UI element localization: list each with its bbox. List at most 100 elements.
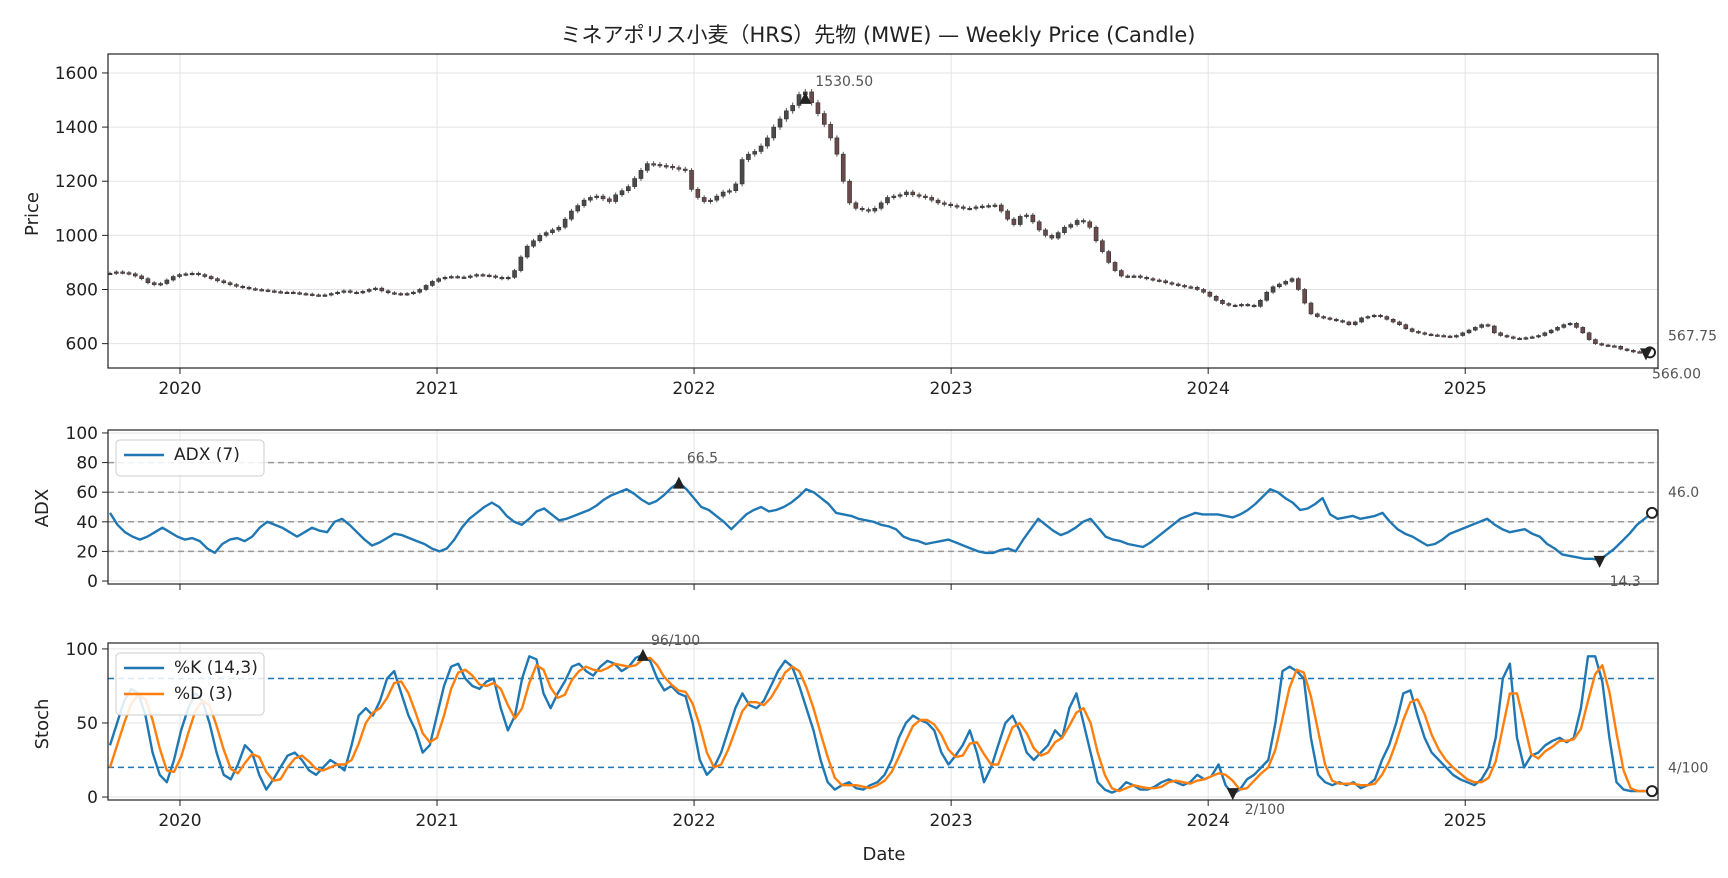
candle-body [505, 277, 511, 280]
candle-body [973, 206, 979, 209]
candle-body [1308, 302, 1314, 315]
price-high-marker [799, 91, 812, 104]
candle-body [537, 235, 543, 242]
candle-body [170, 276, 176, 281]
candle-body [145, 278, 151, 284]
candle-body [967, 207, 972, 211]
candle-body [891, 195, 897, 198]
candle-body [821, 113, 827, 125]
candle-body [1593, 339, 1598, 344]
x-tick-label: 2023 [929, 379, 972, 399]
candle-body [1239, 304, 1244, 307]
candle-body [1188, 286, 1194, 289]
candle-body [1150, 278, 1156, 281]
price-y-tick-label: 1200 [55, 172, 98, 192]
candle-body [1055, 232, 1061, 239]
candle-body [998, 204, 1004, 212]
candle-body [1390, 318, 1396, 323]
candle-body [1138, 275, 1143, 278]
candle-body [132, 273, 138, 277]
candle-body [581, 199, 587, 206]
candle-body [695, 189, 701, 198]
candle-body [1612, 345, 1617, 348]
candle-body [1460, 332, 1465, 336]
candle-body [1315, 313, 1320, 317]
candle-body [1049, 235, 1055, 239]
candle-body [335, 291, 340, 295]
candle-body [682, 168, 688, 171]
candle-body [1371, 314, 1377, 318]
candle-body [1555, 327, 1560, 331]
adx-series-0 [108, 481, 1653, 562]
candle-body [449, 276, 454, 279]
candle-body [114, 271, 119, 274]
candle-body [253, 288, 258, 291]
adx-y-label: ADX [32, 489, 53, 528]
candle-body [1491, 325, 1497, 334]
candle-body [714, 195, 720, 201]
candle-body [1163, 280, 1168, 284]
candle-body [1283, 281, 1289, 285]
candle-body [240, 285, 246, 289]
candle-body [1447, 335, 1453, 338]
candle-body [1359, 317, 1364, 323]
candle-body [1403, 324, 1409, 330]
candle-body [1510, 336, 1516, 339]
candle-body [379, 287, 385, 292]
stoch-y-tick-label: 100 [66, 640, 98, 660]
candle-body [322, 294, 328, 297]
candle-body [1548, 329, 1554, 334]
adx-last-label: 46.0 [1668, 485, 1699, 501]
candle-body [1087, 221, 1093, 228]
candle-body [1024, 214, 1029, 217]
candle-body [1169, 282, 1175, 285]
adx-y-tick-label: 40 [76, 513, 98, 533]
candle-body [815, 102, 821, 114]
chart-title: ミネアポリス小麦（HRS）先物 (MWE) — Weekly Price (Ca… [561, 23, 1196, 47]
candle-body [632, 178, 637, 187]
candle-body [467, 275, 473, 278]
candle-body [1144, 277, 1149, 280]
candle-body [663, 165, 669, 168]
price-panel-frame [107, 53, 1659, 369]
candle-body [569, 210, 574, 220]
candle-body [1365, 316, 1371, 319]
candle-body [1631, 350, 1636, 353]
stoch-high-marker [636, 648, 649, 661]
candle-body [556, 226, 562, 231]
candle-body [1346, 321, 1352, 325]
adx-high-marker [672, 476, 685, 489]
candle-body [727, 190, 732, 193]
candle-body [910, 191, 916, 196]
candle-body [1220, 300, 1225, 304]
candle-body [954, 205, 960, 208]
candle-body [1561, 324, 1567, 328]
candle-body [1454, 335, 1459, 338]
candle-body [752, 151, 758, 155]
candle-body [1011, 218, 1017, 225]
candle-body [455, 276, 460, 279]
candle-body [278, 291, 283, 294]
candle-body [259, 289, 265, 292]
candle-body [385, 290, 391, 294]
candle-body [897, 194, 903, 197]
candle-body [904, 191, 909, 196]
candle-body [518, 256, 524, 271]
candle-body [1321, 316, 1326, 319]
candle-body [316, 294, 321, 297]
candle-body [739, 159, 745, 185]
candle-body [575, 205, 581, 212]
candle-body [1498, 332, 1503, 336]
candle-body [733, 183, 739, 191]
candle-body [866, 209, 871, 212]
adx-legend-label: ADX (7) [174, 445, 240, 465]
candle-body [638, 170, 644, 179]
stoch-high-label: 96/100 [651, 633, 700, 649]
candle-body [771, 126, 777, 139]
stoch-y-tick-label: 0 [87, 788, 98, 808]
candle-body [720, 191, 726, 197]
candle-body [1251, 304, 1257, 308]
candle-body [1333, 318, 1339, 322]
candle-body [1384, 316, 1390, 320]
candle-body [923, 195, 928, 198]
